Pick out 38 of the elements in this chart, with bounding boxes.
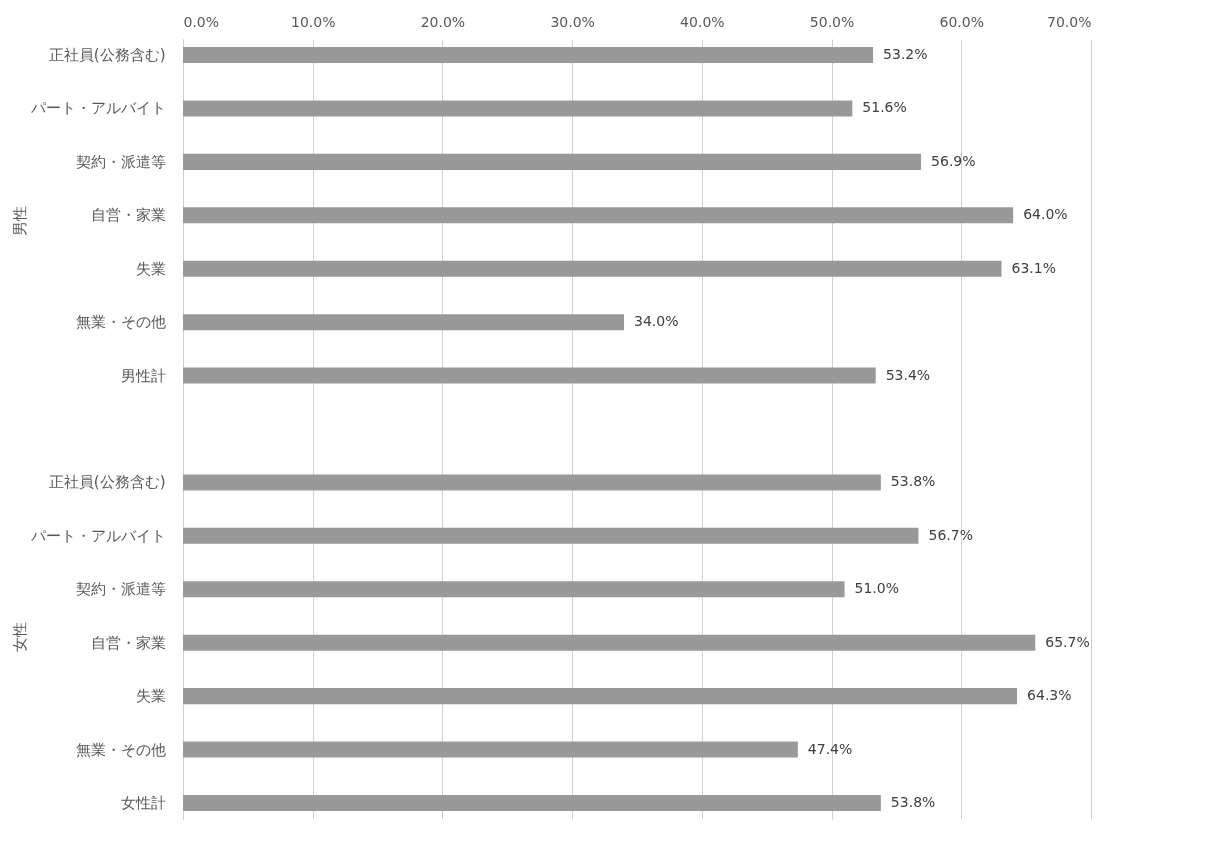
data-label: 53.4%	[885, 366, 931, 383]
x-tick-label: 10.0%	[290, 13, 336, 30]
y-tick-label: 正社員(公務含む)	[48, 46, 166, 65]
data-label: 64.0%	[1023, 206, 1068, 223]
y-tick-label: 自営・家業	[90, 633, 166, 652]
text: 女性	[11, 622, 29, 652]
text: 男性	[11, 206, 29, 236]
x-tick-label: 70.0%	[1047, 13, 1092, 30]
x-tick-label: 60.0%	[939, 13, 985, 30]
data-label: 65.7%	[1045, 633, 1090, 650]
y-tick-label: 女性計	[120, 793, 166, 812]
y-tick-label: 無業・その他	[75, 740, 166, 759]
y-tick-label: 無業・その他	[75, 313, 166, 332]
y-tick-label: パート・アルバイト	[29, 99, 166, 118]
data-label: 34.0%	[634, 313, 679, 330]
y-tick-label: 失業	[135, 259, 166, 278]
data-label: 51.0%	[854, 580, 900, 597]
y-tick-label: 正社員(公務含む)	[48, 473, 166, 492]
y-tick-label: 契約・派遣等	[75, 152, 166, 171]
data-label: 63.1%	[1011, 259, 1056, 276]
data-label: 53.8%	[890, 473, 936, 490]
y-tick-label: 失業	[135, 687, 166, 706]
x-tick-label: 30.0%	[550, 13, 595, 30]
x-tick-label: 50.0%	[809, 13, 855, 30]
y-tick-label: パート・アルバイト	[29, 526, 166, 545]
data-label: 47.4%	[807, 740, 853, 757]
data-label: 64.3%	[1027, 687, 1072, 704]
data-label: 53.8%	[890, 793, 936, 810]
data-label: 53.2%	[883, 46, 928, 63]
y-tick-label: 契約・派遣等	[75, 580, 166, 599]
x-tick-label: 0.0%	[183, 13, 220, 30]
data-label: 51.6%	[862, 99, 907, 116]
data-label: 56.9%	[931, 152, 976, 169]
y-tick-label: 自営・家業	[90, 206, 166, 225]
data-label: 56.7%	[928, 526, 973, 543]
x-tick-label: 20.0%	[420, 13, 466, 30]
x-tick-label: 40.0%	[680, 13, 725, 30]
y-tick-label: 男性計	[120, 366, 166, 385]
